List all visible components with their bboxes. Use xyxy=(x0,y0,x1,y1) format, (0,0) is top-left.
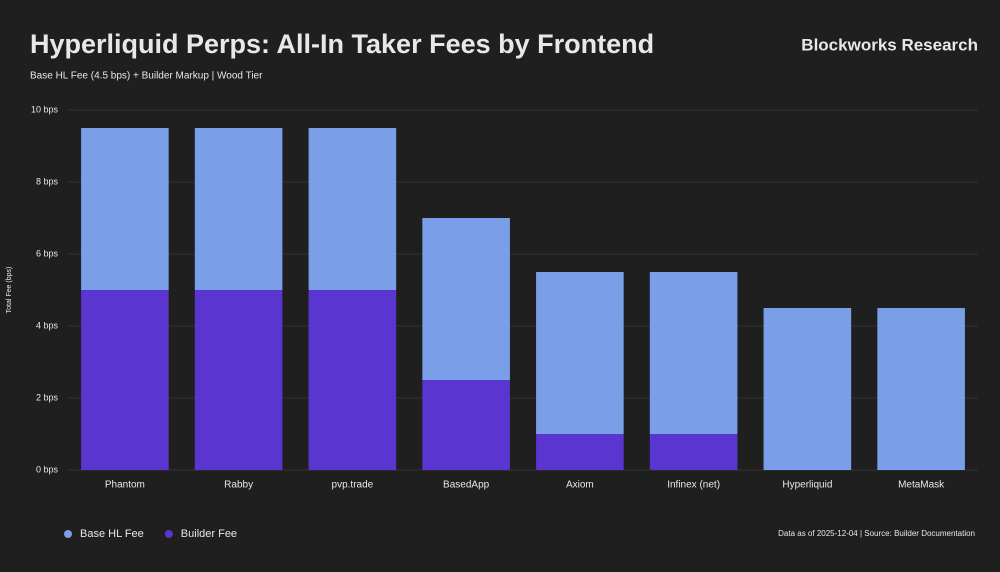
legend-marker xyxy=(64,530,72,538)
y-tick-label: 0 bps xyxy=(36,464,59,474)
y-tick-label: 10 bps xyxy=(31,104,59,114)
bar-segment xyxy=(877,308,965,470)
bar-segment xyxy=(649,434,738,470)
chart-title: Hyperliquid Perps: All-In Taker Fees by … xyxy=(30,29,654,59)
x-tick-label: Rabby xyxy=(224,480,253,491)
y-tick-label: 4 bps xyxy=(36,320,59,330)
brand: Blockworks Research xyxy=(801,35,978,54)
bar-segment xyxy=(649,272,738,434)
bar-segment xyxy=(308,128,397,290)
legend-marker xyxy=(164,530,173,538)
legend-label: Builder Fee xyxy=(181,528,237,540)
x-tick-label: Hyperliquid xyxy=(782,480,832,491)
bar-segment xyxy=(536,434,624,470)
x-tick-label: Infinex (net) xyxy=(667,480,720,491)
y-tick-label: 6 bps xyxy=(36,248,59,258)
bar-segment xyxy=(194,128,283,290)
bar-segment xyxy=(763,308,852,470)
bar-segment xyxy=(536,272,624,434)
y-axis-label: Total Fee (bps) xyxy=(6,267,13,314)
chart-subtitle: Base HL Fee (4.5 bps) + Builder Markup |… xyxy=(30,71,263,82)
footer: Data as of 2025-12-04 | Source: Builder … xyxy=(778,529,975,538)
bar-segment xyxy=(81,128,169,290)
y-tick-label: 8 bps xyxy=(36,176,59,186)
x-tick-label: Axiom xyxy=(566,480,594,491)
x-tick-label: Phantom xyxy=(105,480,145,491)
y-tick-label: 2 bps xyxy=(36,392,59,402)
bar-segment xyxy=(308,290,397,470)
x-tick-label: BasedApp xyxy=(443,480,490,491)
x-tick-label: pvp.trade xyxy=(332,480,374,491)
x-tick-label: MetaMask xyxy=(898,480,945,491)
legend-label: Base HL Fee xyxy=(80,528,144,540)
bar-segment xyxy=(422,218,510,380)
bar-segment xyxy=(422,380,510,470)
bar-segment xyxy=(81,290,169,470)
bar-segment xyxy=(194,290,283,470)
